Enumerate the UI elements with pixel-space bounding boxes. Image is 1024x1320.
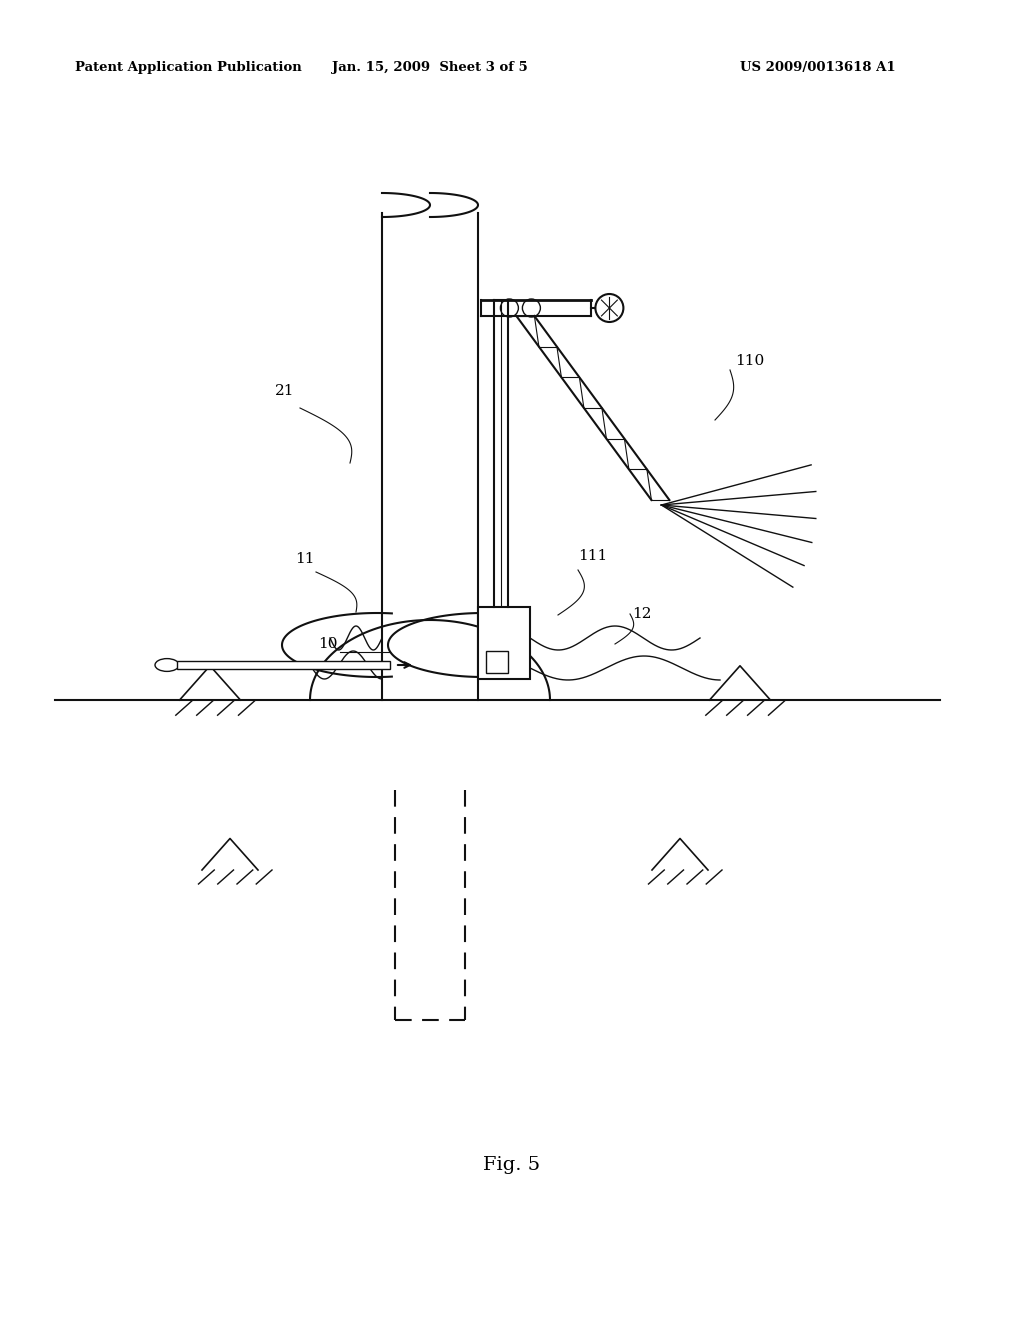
Text: 21: 21	[275, 384, 295, 399]
Ellipse shape	[155, 659, 179, 672]
Bar	[177, 661, 390, 669]
Text: Fig. 5: Fig. 5	[483, 1156, 541, 1173]
Text: 111: 111	[578, 549, 607, 564]
Text: 12: 12	[632, 607, 651, 620]
Text: 110: 110	[735, 354, 764, 368]
Text: 11: 11	[295, 552, 314, 566]
Text: Patent Application Publication: Patent Application Publication	[75, 62, 302, 74]
Text: Jan. 15, 2009  Sheet 3 of 5: Jan. 15, 2009 Sheet 3 of 5	[332, 62, 528, 74]
Bar	[486, 651, 508, 673]
Text: 10: 10	[318, 638, 338, 651]
Text: US 2009/0013618 A1: US 2009/0013618 A1	[740, 62, 896, 74]
Bar	[478, 607, 530, 678]
